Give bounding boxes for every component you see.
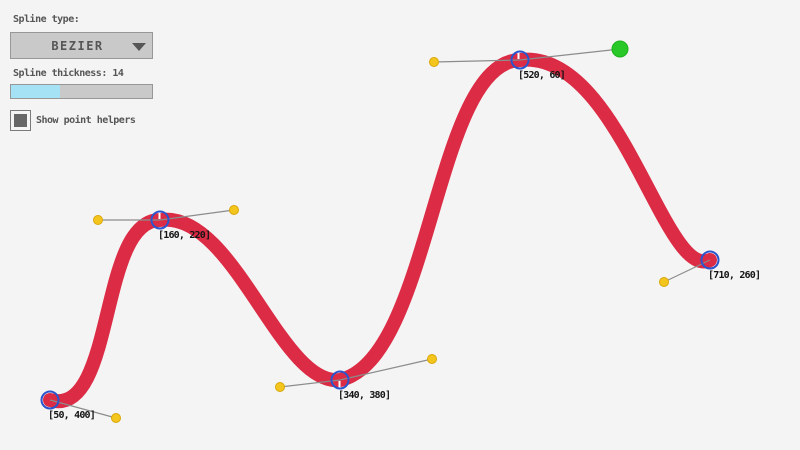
spline-type-dropdown[interactable]: BEZIER [10,32,153,59]
point-coordinates-label: [50, 400] [48,410,96,421]
show-helpers-label: Show point helpers [36,115,136,126]
point-coordinates-label: [710, 260] [708,270,761,281]
spline-curve [43,52,717,409]
checkbox-checked-mark [14,114,27,127]
spline-thickness-label: Spline thickness: 14 [13,68,124,79]
anchor-point-ring[interactable] [150,210,170,230]
point-coordinates-label: [520, 60] [518,70,566,81]
handle-line [519,48,621,61]
chevron-down-icon [132,43,146,51]
control-handle-dot[interactable] [427,354,437,364]
slider-fill [11,85,61,98]
selected-control-dot[interactable] [611,40,629,58]
handle-line [279,379,341,388]
point-coordinates-label: [340, 380] [338,390,391,401]
handle-line [159,209,235,221]
handle-line [339,358,433,381]
control-handle-dot[interactable] [111,413,121,423]
handle-line [433,59,521,63]
anchor-point-ring[interactable] [330,370,350,390]
control-handle-dot[interactable] [229,205,239,215]
anchor-point-ring[interactable] [700,250,720,270]
control-handle-dot[interactable] [659,277,669,287]
control-handle-dot[interactable] [429,57,439,67]
anchor-point-ring[interactable] [510,50,530,70]
dropdown-selected-value: BEZIER [51,38,104,53]
anchor-point-ring[interactable] [40,390,60,410]
control-handle-dot[interactable] [275,382,285,392]
handle-line [49,399,117,419]
control-handle-dot[interactable] [93,215,103,225]
spline-type-label: Spline type: [13,14,80,25]
show-helpers-checkbox[interactable] [10,110,31,131]
thickness-slider[interactable] [10,84,153,99]
point-coordinates-label: [160, 220] [158,230,211,241]
